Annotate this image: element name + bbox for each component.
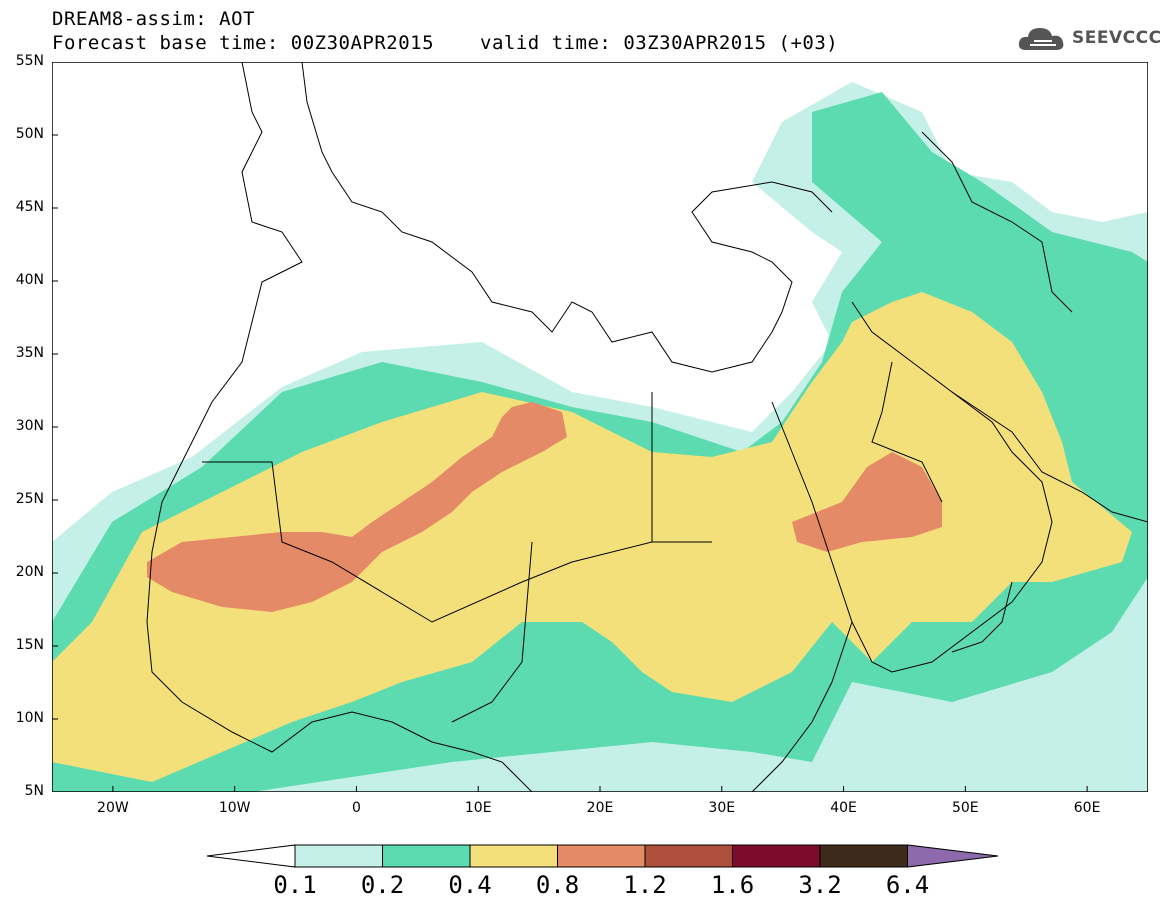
seevccc-logo: SEEVCCC	[1016, 22, 1162, 54]
colorbar-high-arrow	[907, 844, 999, 868]
colorbar-swatch	[644, 844, 733, 868]
aot-band-0.8	[147, 402, 567, 612]
valid-time: valid time: 03Z30APR2015 (+03)	[480, 32, 839, 54]
colorbar-threshold-label: 6.4	[885, 871, 930, 899]
axis-ticks	[52, 62, 1088, 792]
lat-label: 20N	[15, 564, 44, 580]
lon-label: 10W	[218, 800, 251, 816]
lat-label: 35N	[15, 345, 44, 361]
colorbar-swatch	[819, 844, 908, 868]
colorbar-swatch	[294, 844, 383, 868]
cloud-icon	[1018, 28, 1064, 50]
colorbar-swatch	[382, 844, 471, 868]
lat-label: 45N	[15, 199, 44, 215]
lat-label: 10N	[15, 710, 44, 726]
colorbar-threshold-label: 1.2	[623, 871, 667, 899]
colorbar-swatch	[469, 844, 558, 868]
colorbar-swatch	[557, 844, 646, 868]
time-info: Forecast base time: 00Z30APR2015 valid ti…	[52, 32, 838, 54]
base-time: Forecast base time: 00Z30APR2015	[52, 32, 435, 54]
colorbar-threshold-label: 3.2	[798, 871, 842, 899]
lon-label: 10E	[464, 800, 492, 816]
lon-label: 40E	[830, 800, 857, 816]
colorbar-threshold-label: 1.6	[710, 871, 755, 899]
lat-label: 15N	[15, 637, 44, 653]
lon-label: 30E	[708, 800, 736, 816]
colorbar-low-arrow	[206, 844, 296, 868]
lat-label: 30N	[15, 418, 44, 434]
lat-label: 55N	[15, 53, 44, 69]
lon-label: 20E	[586, 800, 614, 816]
lat-label: 25N	[15, 491, 44, 507]
aot-map	[52, 62, 1148, 792]
lat-label: 40N	[15, 272, 44, 288]
colorbar-threshold-label: 0.4	[448, 871, 492, 899]
colorbar-threshold-label: 0.8	[535, 871, 580, 899]
lat-label: 5N	[24, 783, 44, 799]
aot-band-0.4	[52, 292, 1132, 782]
map-title: DREAM8-assim: AOT	[52, 8, 255, 30]
lon-label: 50E	[951, 800, 979, 816]
aot-colorbar	[206, 844, 999, 868]
colorbar-swatch	[732, 844, 821, 868]
aot-band-0.8-arabia	[792, 452, 942, 552]
logo-text: SEEVCCC	[1072, 28, 1162, 48]
lon-label: 0	[351, 800, 361, 816]
lat-label: 50N	[15, 126, 44, 142]
colorbar-threshold-label: 0.2	[360, 871, 405, 899]
lon-label: 20W	[97, 800, 129, 816]
dust-field	[52, 62, 1148, 792]
colorbar-threshold-label: 0.1	[273, 871, 317, 899]
lon-label: 60E	[1073, 800, 1101, 816]
coastlines	[146, 62, 1148, 792]
